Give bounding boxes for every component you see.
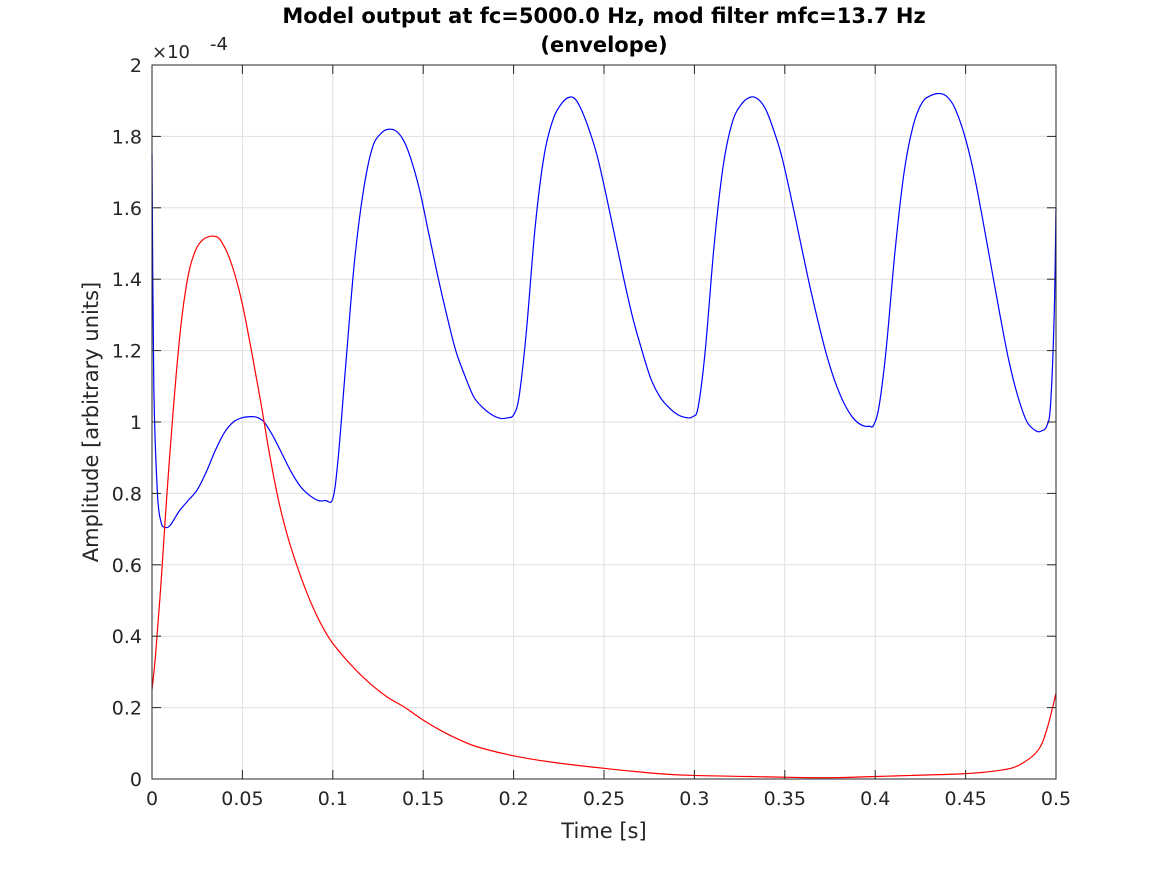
- y-tick-label: 0.2: [112, 698, 142, 720]
- y-tick-label: 1.4: [112, 269, 142, 291]
- x-tick-label: 0: [146, 788, 158, 810]
- x-tick-label: 0.45: [944, 788, 986, 810]
- y-tick-label: 0: [130, 769, 142, 791]
- y-exponent-multiplier: ×10: [152, 42, 190, 63]
- x-tick-label: 0.3: [679, 788, 709, 810]
- y-tick-label: 1.8: [112, 126, 142, 148]
- x-tick-label: 0.5: [1041, 788, 1071, 810]
- x-tick-label: 0.05: [221, 788, 263, 810]
- y-tick-label: 0.6: [112, 555, 142, 577]
- y-tick-label: 1.2: [112, 341, 142, 363]
- series-layer: [151, 92, 1057, 779]
- series-line-blue: [151, 92, 1057, 529]
- chart-title: Model output at fc=5000.0 Hz, mod filter…: [282, 4, 925, 28]
- x-tick-label: 0.15: [402, 788, 444, 810]
- y-tick-label: 1.6: [112, 198, 142, 220]
- x-tick-label: 0.1: [318, 788, 348, 810]
- chart-subtitle: (envelope): [540, 33, 667, 57]
- y-axis-label: Amplitude [arbitrary units]: [79, 282, 103, 562]
- y-tick-label: 0.8: [112, 483, 142, 505]
- x-tick-label: 0.35: [764, 788, 806, 810]
- x-tick-label: 0.25: [583, 788, 625, 810]
- x-axis-label: Time [s]: [560, 819, 646, 843]
- y-tick-label: 1: [130, 412, 142, 434]
- y-tick-label: 0.4: [112, 626, 142, 648]
- ticks: 0 0.05 0.1 0.15 0.2 0.25 0.3 0.35 0.4 0.45 0.5 0 0.2…: [112, 55, 1071, 810]
- y-exponent-power: -4: [210, 34, 228, 55]
- x-tick-label: 0.2: [498, 788, 528, 810]
- series-line-red: [151, 235, 1057, 779]
- y-tick-label: 2: [130, 55, 142, 77]
- x-tick-label: 0.4: [860, 788, 890, 810]
